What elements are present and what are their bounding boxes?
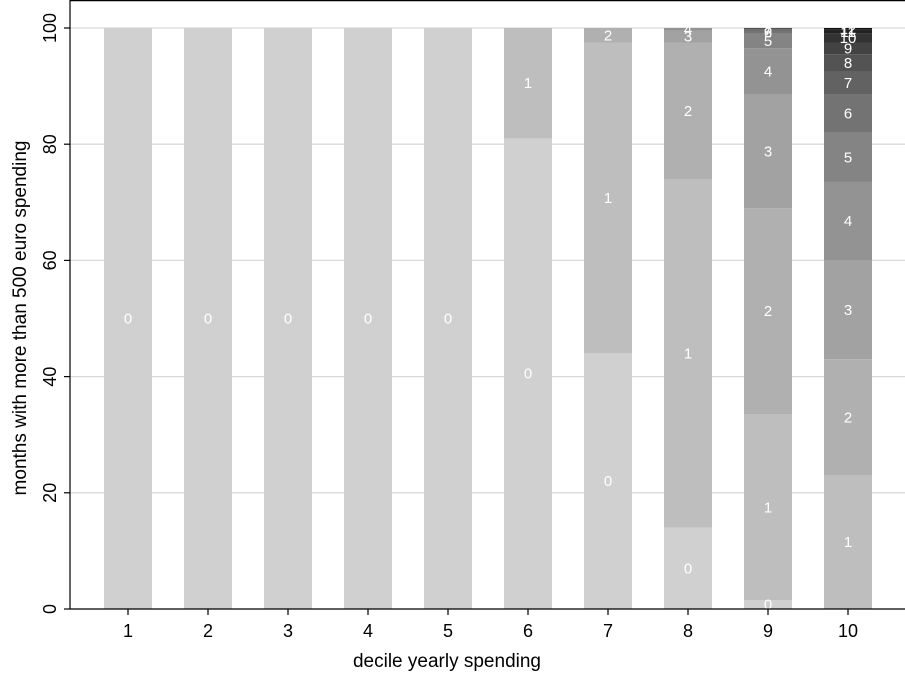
segment-label: 1 (764, 499, 772, 516)
segment-label: 2 (604, 27, 612, 44)
x-tick-label: 1 (123, 621, 133, 641)
y-tick-label: 20 (40, 483, 60, 503)
y-tick-label: 40 (40, 367, 60, 387)
segment-label: 6 (844, 106, 852, 123)
segment-label: 1 (524, 75, 532, 92)
segment-label: 0 (764, 597, 772, 614)
bar-segment (824, 29, 872, 34)
bar-segment (744, 414, 792, 601)
bar-segment (824, 28, 872, 30)
bar-segment (344, 28, 392, 609)
segment-label: 0 (284, 311, 292, 328)
bar-segment (664, 28, 712, 31)
segment-label: 5 (764, 33, 772, 50)
bar-segment (744, 29, 792, 31)
bar-segment (664, 42, 712, 180)
segment-label: 3 (764, 143, 772, 160)
bar-segment (744, 30, 792, 34)
y-tick-label: 0 (40, 604, 60, 614)
x-tick-label: 4 (363, 621, 373, 641)
bar-segment (584, 353, 632, 609)
bar-segment (664, 527, 712, 609)
bar-segment (824, 359, 872, 476)
bar-segment (584, 42, 632, 354)
bar-segment (744, 33, 792, 49)
bar-segment (744, 94, 792, 209)
bar-segment (504, 138, 552, 609)
segment-label: 2 (684, 103, 692, 120)
segment-label: 0 (124, 311, 132, 328)
y-tick-label: 60 (40, 250, 60, 270)
x-tick-label: 10 (838, 621, 858, 641)
x-tick-label: 6 (523, 621, 533, 641)
segment-label: 7 (844, 75, 852, 92)
bar-segment (824, 181, 872, 261)
bar-segment (824, 71, 872, 95)
bar-segment (664, 179, 712, 528)
bar-segment (744, 208, 792, 415)
segment-label: 6 (764, 24, 772, 41)
segment-label: 0 (604, 473, 612, 490)
segment-label: 2 (844, 409, 852, 426)
bar-segment (424, 28, 472, 609)
segment-label: 12 (840, 21, 857, 38)
bar-segment (504, 28, 552, 139)
bar-segment (584, 28, 632, 43)
segment-label: 1 (604, 190, 612, 207)
segment-label: 0 (684, 560, 692, 577)
bar-segment (824, 33, 872, 43)
bar-segment (184, 28, 232, 609)
bar-segment (824, 94, 872, 133)
axes (64, 0, 905, 615)
segment-label: 1 (844, 534, 852, 551)
y-tick-label: 100 (40, 13, 60, 43)
segment-label: 4 (684, 21, 692, 38)
bar-segment (824, 260, 872, 360)
segment-label: 9 (844, 40, 852, 57)
x-tick-label: 7 (603, 621, 613, 641)
bar-segment (744, 28, 792, 30)
x-tick-labels: 1 2 3 4 5 6 7 8 9 10 (123, 621, 858, 641)
bar-segment (824, 54, 872, 72)
bar-segment (744, 48, 792, 95)
segment-label: 10 (840, 30, 857, 47)
x-axis-title: decile yearly spending (353, 651, 541, 672)
segment-label: 2 (764, 303, 772, 320)
bars (104, 28, 872, 609)
x-tick-label: 8 (683, 621, 693, 641)
y-tick-label: 80 (40, 134, 60, 154)
bar-segment (824, 42, 872, 55)
segment-label: 3 (844, 302, 852, 319)
bar-segment (744, 600, 792, 609)
segment-label: 7 (764, 22, 772, 39)
segment-label: 0 (524, 366, 532, 383)
bar-segment (824, 132, 872, 182)
x-tick-label: 2 (203, 621, 213, 641)
x-tick-label: 3 (283, 621, 293, 641)
segment-label: 0 (364, 311, 372, 328)
segment-label: 0 (444, 311, 452, 328)
segment-label: 3 (684, 29, 692, 46)
x-tick-label: 5 (443, 621, 453, 641)
segment-label: 8 (844, 55, 852, 72)
bar-segment (264, 28, 312, 609)
x-tick-label: 9 (763, 621, 773, 641)
bar-segment (104, 28, 152, 609)
segment-label: 11 (840, 24, 856, 41)
segment-label: 4 (844, 213, 852, 230)
segment-label: 4 (764, 64, 772, 81)
segment-label: 0 (204, 311, 212, 328)
segment-label: 8 (764, 21, 772, 38)
segment-label: 5 (844, 149, 852, 166)
y-axis-title: months with more than 500 euro spending (10, 141, 31, 496)
segment-label: 1 (684, 345, 692, 362)
bar-segment (664, 30, 712, 43)
y-tick-labels: 0 20 40 60 80 100 (40, 13, 60, 614)
bar-segment (824, 475, 872, 609)
